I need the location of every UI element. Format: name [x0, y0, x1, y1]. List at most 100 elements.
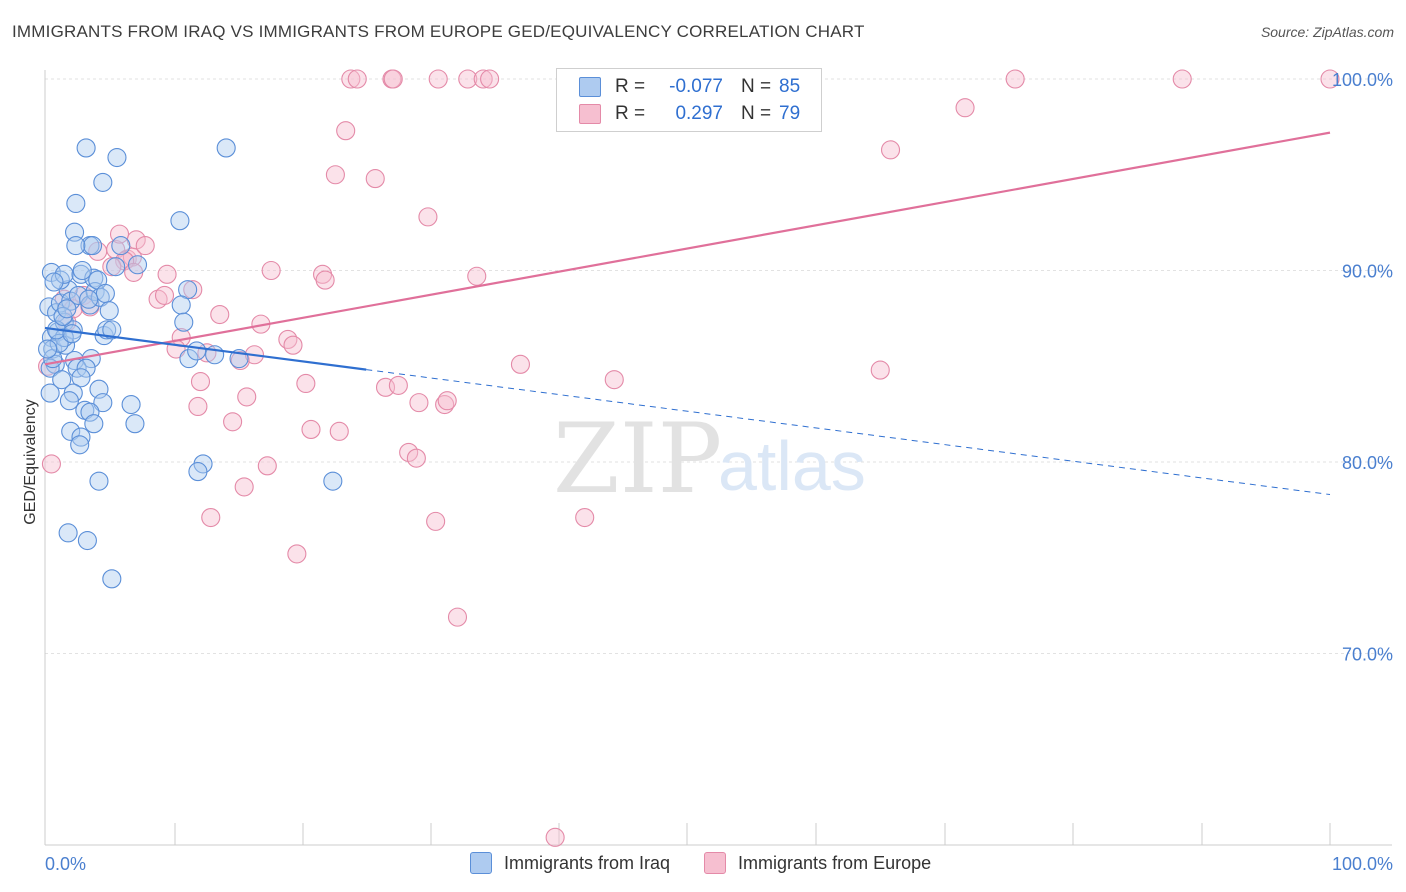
europe-point	[365, 169, 385, 189]
europe-point	[201, 507, 221, 528]
chart-source: Source: ZipAtlas.com	[1260, 24, 1394, 40]
europe-point	[257, 456, 277, 476]
iraq-point	[38, 339, 58, 359]
iraq-point	[80, 402, 100, 422]
n-label: N =	[741, 103, 772, 124]
series-legend: Immigrants from Iraq Immigrants from Eur…	[470, 852, 965, 874]
x-tick-label-max: 100.0%	[1332, 854, 1393, 874]
europe-point	[426, 511, 446, 531]
europe-point	[473, 69, 493, 89]
y-tick-label: 70.0%	[1342, 645, 1393, 665]
europe-point	[880, 140, 901, 160]
iraq-point	[54, 264, 74, 284]
r-label: R =	[615, 76, 646, 97]
iraq-point	[323, 471, 343, 491]
y-tick-label: 90.0%	[1342, 262, 1393, 282]
europe-point	[409, 393, 429, 413]
europe-point	[287, 544, 307, 564]
r-label: R =	[615, 103, 646, 124]
iraq-point	[111, 236, 131, 256]
europe-point	[234, 477, 254, 497]
iraq-points	[38, 138, 343, 589]
iraq-point	[102, 320, 122, 340]
iraq-point	[76, 138, 96, 158]
iraq-point	[121, 394, 141, 415]
n-label: N =	[741, 76, 772, 97]
iraq-point	[57, 299, 77, 319]
iraq-point	[174, 312, 194, 332]
europe-swatch-icon	[579, 104, 601, 124]
trend-lines	[44, 131, 1331, 496]
europe-point	[458, 69, 478, 89]
iraq-n-value: 85	[779, 76, 801, 97]
iraq-point	[93, 172, 113, 192]
europe-legend-icon	[704, 852, 727, 874]
gridlines	[45, 78, 1392, 654]
iraq-point	[56, 335, 76, 355]
iraq-point	[79, 289, 99, 309]
y-tick-label: 80.0%	[1342, 453, 1393, 473]
europe-point	[447, 607, 468, 627]
iraq-point	[40, 383, 60, 403]
iraq-point	[71, 368, 91, 388]
europe-trend-line	[44, 131, 1331, 366]
iraq-point	[171, 295, 191, 315]
europe-point	[301, 419, 321, 439]
europe-point	[388, 375, 408, 395]
europe-point	[135, 236, 155, 256]
iraq-point	[76, 358, 96, 378]
iraq-point	[71, 427, 91, 447]
iraq-point	[95, 283, 115, 304]
europe-point	[296, 373, 316, 394]
europe-point	[341, 69, 361, 89]
iraq-point	[66, 236, 86, 256]
europe-point	[283, 335, 303, 355]
iraq-point	[216, 138, 236, 158]
iraq-point	[107, 147, 127, 168]
europe-r-value: 0.297	[675, 103, 723, 124]
europe-point	[545, 827, 565, 847]
iraq-point	[125, 414, 145, 434]
europe-point	[399, 442, 419, 462]
iraq-point	[66, 193, 86, 214]
iraq-swatch-icon	[579, 77, 601, 97]
europe-point	[41, 454, 61, 474]
europe-point	[336, 121, 356, 141]
legend-item-europe[interactable]: Immigrants from Europe	[704, 852, 931, 874]
iraq-point	[58, 523, 78, 543]
europe-point	[575, 507, 595, 528]
iraq-point	[59, 391, 79, 411]
legend-item-iraq[interactable]: Immigrants from Iraq	[470, 852, 670, 874]
europe-points	[38, 69, 1340, 847]
europe-point	[237, 387, 257, 407]
watermark-zip: ZIP	[553, 403, 722, 515]
x-tick-label-min: 0.0%	[45, 854, 86, 874]
iraq-point	[77, 530, 97, 551]
iraq-legend-icon	[470, 852, 492, 874]
iraq-point	[70, 435, 90, 455]
europe-point	[437, 391, 457, 411]
europe-point	[604, 370, 624, 390]
watermark-atlas: atlas	[718, 427, 866, 505]
iraq-point	[50, 270, 70, 290]
europe-point	[278, 329, 298, 349]
iraq-point	[82, 236, 103, 256]
europe-point	[955, 98, 975, 118]
iraq-point	[102, 569, 122, 589]
europe-point	[261, 260, 281, 281]
iraq-point	[52, 370, 72, 390]
europe-point	[190, 372, 211, 392]
europe-point	[510, 354, 531, 374]
y-tick-label: 100.0%	[1332, 70, 1393, 90]
legend-label-europe: Immigrants from Europe	[738, 852, 932, 873]
europe-point	[315, 270, 335, 290]
correlation-legend: R = -0.077 N = 85 R = 0.297 N = 79	[556, 68, 822, 132]
europe-point	[325, 165, 345, 185]
iraq-point	[127, 255, 148, 275]
europe-point	[418, 207, 438, 227]
iraq-point	[84, 414, 104, 434]
iraq-point	[106, 257, 126, 277]
iraq-point	[188, 462, 208, 482]
europe-n-value: 79	[779, 103, 801, 124]
